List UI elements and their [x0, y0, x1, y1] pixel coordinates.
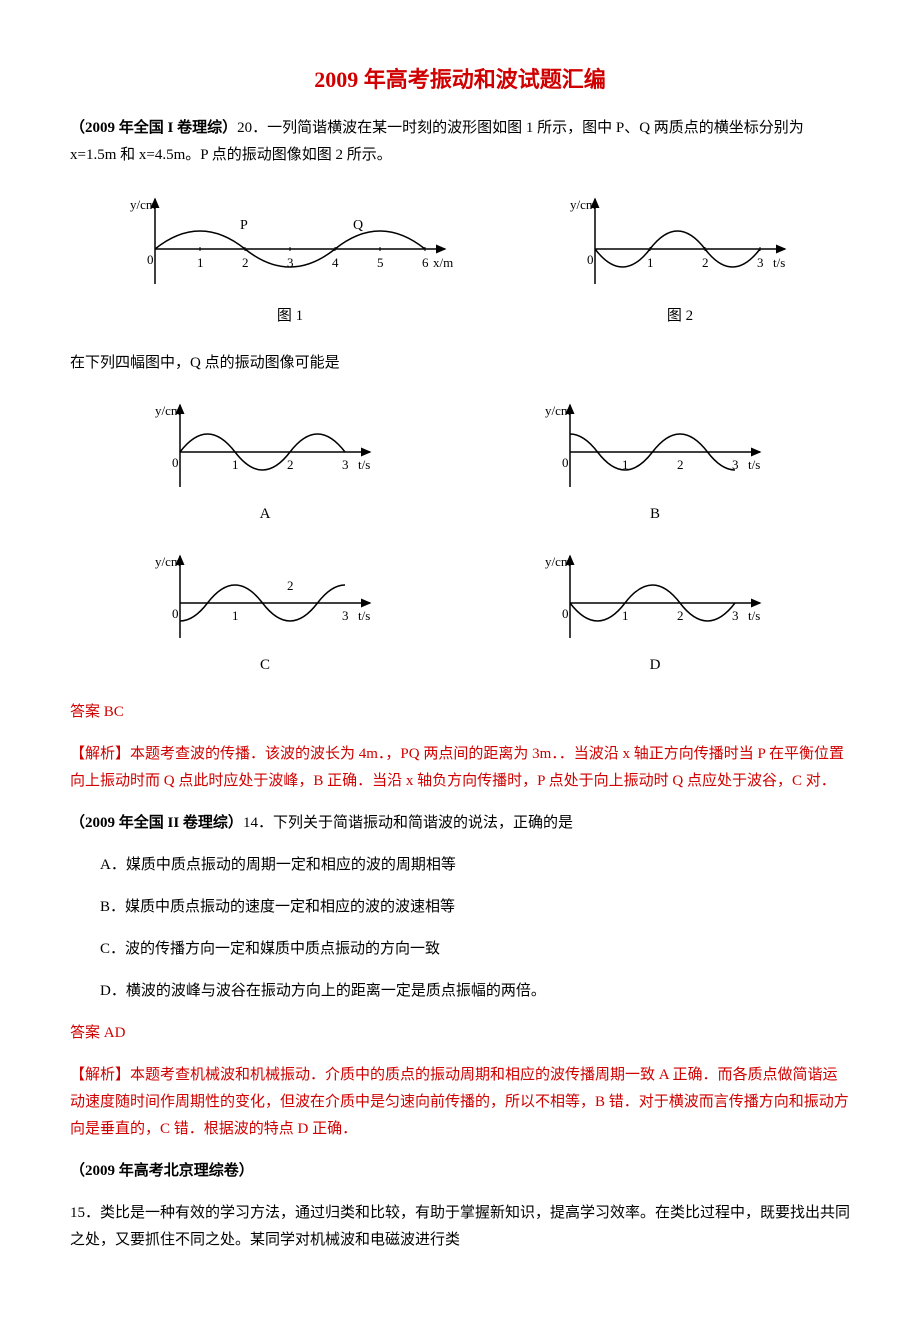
- q2-source: （2009 年全国 II 卷理综）: [70, 815, 243, 831]
- q2-text: 14．下列关于简谐振动和简谐波的说法，正确的是: [243, 815, 573, 831]
- fig2-caption: 图 2: [565, 303, 795, 330]
- optA-xlabel: t/s: [358, 457, 370, 472]
- optA-label: A: [150, 501, 380, 528]
- q2-opt-c: C．波的传播方向一定和媒质中质点振动的方向一致: [100, 936, 850, 963]
- fig1-tick: 1: [197, 255, 204, 270]
- optD-ylabel: y/cm: [545, 554, 571, 569]
- optC-tick: 1: [232, 608, 239, 623]
- optC-tick: 2: [287, 578, 294, 593]
- q1-between: 在下列四幅图中，Q 点的振动图像可能是: [70, 350, 850, 377]
- optB-label: B: [540, 501, 770, 528]
- optD-tick: 1: [622, 608, 629, 623]
- fig2-origin: 0: [587, 252, 594, 267]
- optC-tick: 3: [342, 608, 349, 623]
- q2-analysis: 【解析】本题考查机械波和机械振动．介质中的质点的振动周期和相应的波传播周期一致 …: [70, 1062, 850, 1143]
- q1-answer: 答案 BC: [70, 699, 850, 726]
- option-d: y/cm t/s 0 1 2 3 D: [540, 548, 770, 679]
- fig1-tick: 5: [377, 255, 384, 270]
- fig1-q-label: Q: [353, 218, 363, 233]
- optC-ylabel: y/cm: [155, 554, 181, 569]
- option-a: y/cm t/s 0 1 2 3 A: [150, 397, 380, 528]
- fig1-caption: 图 1: [125, 303, 455, 330]
- q1-source: （2009 年全国 I 卷理综）: [70, 120, 237, 136]
- q2-stem: （2009 年全国 II 卷理综）14．下列关于简谐振动和简谐波的说法，正确的是: [70, 810, 850, 837]
- optD-origin: 0: [562, 606, 569, 621]
- page-title: 2009 年高考振动和波试题汇编: [70, 60, 850, 100]
- q3-source: （2009 年高考北京理综卷）: [70, 1158, 850, 1185]
- option-c: y/cm t/s 0 1 2 3 C: [150, 548, 380, 679]
- q2-opt-d: D．横波的波峰与波谷在振动方向上的距离一定是质点振幅的两倍。: [100, 978, 850, 1005]
- optD-tick: 3: [732, 608, 739, 623]
- optB-origin: 0: [562, 455, 569, 470]
- vibration-p-svg: y/cm t/s 0 1 2 3: [565, 189, 795, 299]
- fig1-tick: 6: [422, 255, 429, 270]
- optC-origin: 0: [172, 606, 179, 621]
- optA-tick: 2: [287, 457, 294, 472]
- q3-text: 15．类比是一种有效的学习方法，通过归类和比较，有助于掌握新知识，提高学习效率。…: [70, 1200, 850, 1254]
- q1-analysis: 【解析】本题考查波的传播．该波的波长为 4m．，PQ 两点间的距离为 3m．．当…: [70, 741, 850, 795]
- fig1-tick: 2: [242, 255, 249, 270]
- optD-label: D: [540, 652, 770, 679]
- optC-xlabel: t/s: [358, 608, 370, 623]
- fig1-xlabel: x/m: [433, 255, 453, 270]
- optB-ylabel: y/cm: [545, 403, 571, 418]
- fig1-origin: 0: [147, 252, 154, 267]
- optC-label: C: [150, 652, 380, 679]
- figure-row-1: y/cm x/m 0 1 2 3 4 5 6 P Q 图 1 y/cm t/s: [70, 189, 850, 330]
- fig1-ylabel: y/cm: [130, 197, 156, 212]
- fig2-ylabel: y/cm: [570, 197, 596, 212]
- fig1-tick: 4: [332, 255, 339, 270]
- fig1-p-label: P: [240, 218, 248, 233]
- option-b: y/cm t/s 0 1 2 3 B: [540, 397, 770, 528]
- optA-ylabel: y/cm: [155, 403, 181, 418]
- option-row-1: y/cm t/s 0 1 2 3 A y/cm t/s 0 1 2 3: [70, 397, 850, 528]
- q1-stem: （2009 年全国 I 卷理综）20．一列简谐横波在某一时刻的波形图如图 1 所…: [70, 115, 850, 169]
- fig2-tick: 1: [647, 255, 654, 270]
- fig2-tick: 2: [702, 255, 709, 270]
- optD-tick: 2: [677, 608, 684, 623]
- q2-opt-b: B．媒质中质点振动的速度一定和相应的波的波速相等: [100, 894, 850, 921]
- figure-1: y/cm x/m 0 1 2 3 4 5 6 P Q 图 1: [125, 189, 455, 330]
- optB-tick: 2: [677, 457, 684, 472]
- optA-tick: 1: [232, 457, 239, 472]
- wave-snapshot-svg: y/cm x/m 0 1 2 3 4 5 6 P Q: [125, 189, 455, 299]
- fig2-xlabel: t/s: [773, 255, 785, 270]
- fig2-tick: 3: [757, 255, 764, 270]
- figure-2: y/cm t/s 0 1 2 3 图 2: [565, 189, 795, 330]
- q2-opt-a: A．媒质中质点振动的周期一定和相应的波的周期相等: [100, 852, 850, 879]
- optD-xlabel: t/s: [748, 608, 760, 623]
- optB-xlabel: t/s: [748, 457, 760, 472]
- option-row-2: y/cm t/s 0 1 2 3 C y/cm t/s 0 1 2 3: [70, 548, 850, 679]
- q2-answer: 答案 AD: [70, 1020, 850, 1047]
- fig1-tick: 3: [287, 255, 294, 270]
- optA-origin: 0: [172, 455, 179, 470]
- optA-tick: 3: [342, 457, 349, 472]
